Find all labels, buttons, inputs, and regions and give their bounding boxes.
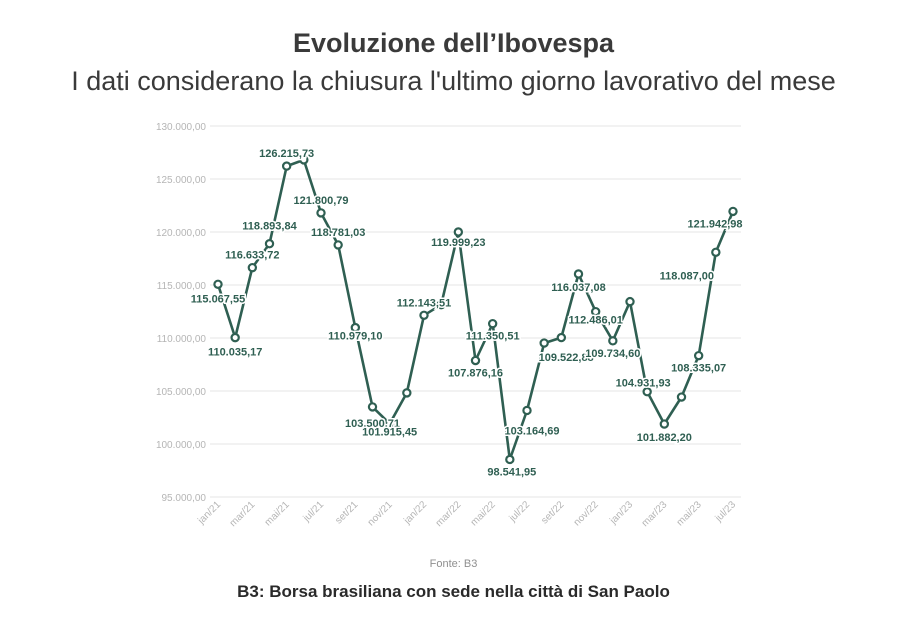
data-point — [642, 387, 652, 397]
data-point — [659, 419, 670, 429]
data-label: 101.915,45 — [362, 427, 417, 439]
data-point — [505, 454, 515, 465]
x-tick-label: jan/23 — [607, 499, 635, 527]
data-point — [384, 418, 395, 429]
data-point — [522, 405, 532, 416]
data-label: 101.882,20 — [637, 432, 692, 444]
data-point — [402, 388, 412, 398]
data-label: 109.522,88 — [539, 352, 594, 364]
data-point — [487, 318, 498, 329]
data-label: 121.800,79 — [293, 195, 348, 207]
data-label: 103.500,71 — [345, 418, 400, 430]
x-tick-label: mar/22 — [434, 499, 464, 529]
data-label: 110.035,17 — [208, 347, 262, 359]
data-label: 111.350,51 — [466, 331, 520, 343]
y-tick-label: 130.000,00 — [156, 122, 206, 133]
chart-title: Evoluzione dell’Ibovespa — [292, 28, 615, 58]
data-point — [367, 402, 378, 412]
x-tick-label: mai/22 — [469, 499, 498, 528]
x-tick-label: jul/23 — [713, 499, 739, 525]
x-tick-label: mai/21 — [263, 499, 292, 528]
data-label: 107.876,16 — [448, 368, 503, 380]
data-point — [230, 332, 240, 343]
data-label: 115.067,55 — [191, 293, 245, 305]
x-tick-label: jul/21 — [301, 499, 327, 525]
data-point — [281, 161, 292, 171]
data-point — [350, 322, 361, 333]
data-point — [539, 338, 549, 348]
x-tick-label: mai/23 — [675, 499, 704, 528]
y-tick-label: 100.000,00 — [156, 440, 206, 451]
y-axis: 95.000,00 100.000,00 105.000,00 110.000,00 1… — [156, 122, 206, 504]
data-point — [299, 155, 309, 165]
data-label: 126.215,73 — [259, 148, 314, 160]
data-point — [247, 262, 258, 273]
y-tick-label: 120.000,00 — [156, 228, 206, 239]
x-tick-label: mar/23 — [640, 499, 670, 529]
footnote: B3: Borsa brasiliana con sede nella citt… — [237, 582, 670, 601]
data-point — [573, 269, 584, 279]
data-label: 121.942,98 — [687, 218, 742, 230]
y-tick-label: 115.000,00 — [157, 281, 207, 292]
x-tick-label: mar/21 — [228, 499, 258, 529]
data-label: 118.781,03 — [311, 227, 365, 239]
data-label: 116.633,72 — [225, 250, 279, 262]
data-label: 116.037,08 — [551, 282, 605, 294]
data-label: 119.999,23 — [431, 237, 485, 249]
data-point — [608, 336, 618, 346]
y-tick-label: 105.000,00 — [156, 387, 206, 398]
data-labels-layer: 115.067,55 110.035,17 116.633,72 118.893,84… — [189, 147, 744, 480]
x-axis: jan/21 mar/21 mai/21 jul/21 set/21 nov/21 jan/… — [195, 499, 738, 529]
data-label: 109.734,60 — [585, 348, 640, 360]
data-label: 112.486,01 — [568, 315, 622, 327]
data-label: 103.164,69 — [504, 425, 559, 437]
x-tick-label: set/22 — [539, 499, 566, 526]
data-point — [213, 279, 223, 289]
data-point — [453, 227, 464, 237]
data-label: 98.541,95 — [487, 466, 536, 478]
data-label: 118.087,00 — [660, 270, 714, 282]
data-point — [556, 332, 567, 343]
data-label: 108.335,07 — [671, 363, 726, 375]
y-tick-label: 110.000,00 — [157, 334, 207, 345]
data-point — [711, 247, 721, 257]
data-points-layer — [213, 155, 738, 465]
data-point — [590, 306, 601, 317]
x-tick-label: jan/22 — [401, 499, 429, 527]
y-tick-label: 125.000,00 — [156, 175, 206, 186]
x-tick-label: nov/21 — [366, 499, 395, 528]
data-point — [693, 350, 704, 361]
source-note: Fonte: B3 — [429, 558, 478, 570]
data-point — [470, 355, 481, 366]
x-tick-label: nov/22 — [572, 499, 601, 528]
data-point — [728, 206, 738, 217]
data-label: 118.893,84 — [242, 221, 297, 233]
y-tick-label: 95.000,00 — [162, 493, 207, 504]
data-point — [264, 239, 275, 249]
data-label: 104.931,93 — [616, 378, 671, 390]
grid-layer — [210, 125, 741, 498]
x-tick-label: set/21 — [333, 499, 360, 526]
data-label: 112.143,51 — [397, 297, 451, 309]
data-point — [625, 296, 635, 307]
data-label: 110.979,10 — [328, 331, 382, 343]
data-point — [436, 299, 446, 310]
data-point — [333, 240, 343, 250]
x-tick-label: jul/22 — [507, 499, 533, 525]
data-point — [316, 208, 326, 218]
data-point — [419, 310, 429, 320]
chart-subtitle: I dati considerano la chiusura l'ultimo … — [71, 66, 836, 96]
data-point — [676, 392, 687, 402]
